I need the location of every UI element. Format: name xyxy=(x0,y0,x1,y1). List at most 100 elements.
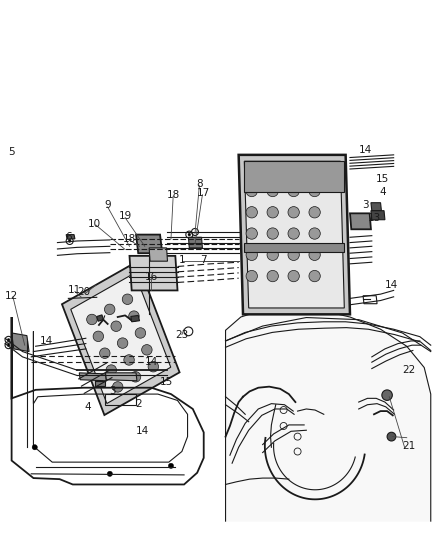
Circle shape xyxy=(267,207,279,218)
Circle shape xyxy=(129,311,139,321)
Polygon shape xyxy=(239,155,350,314)
Polygon shape xyxy=(12,333,29,352)
Polygon shape xyxy=(71,273,171,403)
Polygon shape xyxy=(95,381,106,386)
Circle shape xyxy=(246,207,258,218)
Circle shape xyxy=(99,348,110,358)
Text: 2: 2 xyxy=(135,399,141,409)
Polygon shape xyxy=(350,213,371,229)
Text: 22: 22 xyxy=(402,365,416,375)
Text: 14: 14 xyxy=(40,336,53,346)
Text: 20: 20 xyxy=(77,287,90,297)
Text: 13: 13 xyxy=(367,213,381,223)
Text: 12: 12 xyxy=(5,290,18,301)
Circle shape xyxy=(267,249,279,261)
Polygon shape xyxy=(106,373,137,381)
Circle shape xyxy=(267,185,279,197)
Circle shape xyxy=(267,270,279,282)
Circle shape xyxy=(148,361,159,372)
Circle shape xyxy=(267,228,279,239)
Polygon shape xyxy=(130,256,177,290)
Circle shape xyxy=(93,331,103,342)
Polygon shape xyxy=(371,203,381,211)
Polygon shape xyxy=(97,315,103,321)
Polygon shape xyxy=(66,235,75,239)
Circle shape xyxy=(111,321,121,332)
Text: 21: 21 xyxy=(402,441,416,451)
Polygon shape xyxy=(244,243,344,252)
Text: 18: 18 xyxy=(123,234,136,244)
Text: 6: 6 xyxy=(65,232,72,243)
Text: 5: 5 xyxy=(8,147,15,157)
Circle shape xyxy=(309,270,320,282)
Text: 4: 4 xyxy=(379,187,386,197)
Text: 11: 11 xyxy=(68,286,81,295)
Text: 14: 14 xyxy=(136,426,149,437)
Circle shape xyxy=(288,207,299,218)
Circle shape xyxy=(7,344,10,346)
Circle shape xyxy=(87,314,97,325)
Circle shape xyxy=(106,365,117,375)
Circle shape xyxy=(309,228,320,239)
Circle shape xyxy=(188,233,191,236)
Text: 14: 14 xyxy=(385,280,398,290)
Polygon shape xyxy=(244,161,344,192)
Text: 17: 17 xyxy=(197,188,210,198)
Text: 8: 8 xyxy=(196,179,203,189)
Circle shape xyxy=(32,445,37,450)
Polygon shape xyxy=(188,237,202,248)
Text: 9: 9 xyxy=(104,200,111,211)
Text: 1: 1 xyxy=(179,255,185,265)
Text: 18: 18 xyxy=(166,190,180,200)
Text: 16: 16 xyxy=(145,272,158,282)
Text: 14: 14 xyxy=(145,357,158,367)
Polygon shape xyxy=(62,262,180,415)
Circle shape xyxy=(117,338,128,349)
Circle shape xyxy=(68,240,71,243)
Text: 23: 23 xyxy=(175,329,188,340)
Polygon shape xyxy=(131,316,140,322)
Text: 14: 14 xyxy=(359,144,372,155)
Circle shape xyxy=(382,390,392,400)
Polygon shape xyxy=(244,161,344,308)
Circle shape xyxy=(130,372,141,382)
Circle shape xyxy=(246,249,258,261)
Circle shape xyxy=(246,185,258,197)
Circle shape xyxy=(267,164,279,175)
Circle shape xyxy=(246,270,258,282)
Circle shape xyxy=(7,338,10,341)
Circle shape xyxy=(288,185,299,197)
Text: 15: 15 xyxy=(160,377,173,387)
Text: 4: 4 xyxy=(85,402,92,413)
Circle shape xyxy=(124,354,134,365)
Circle shape xyxy=(288,270,299,282)
Circle shape xyxy=(141,345,152,355)
Circle shape xyxy=(288,228,299,239)
Circle shape xyxy=(288,164,299,175)
Circle shape xyxy=(135,328,146,338)
Text: 19: 19 xyxy=(119,211,132,221)
Polygon shape xyxy=(136,235,162,253)
Polygon shape xyxy=(371,211,385,220)
Circle shape xyxy=(309,164,320,175)
Circle shape xyxy=(246,164,258,175)
Circle shape xyxy=(122,294,133,304)
Circle shape xyxy=(309,207,320,218)
Text: 7: 7 xyxy=(201,255,207,265)
Text: 3: 3 xyxy=(109,386,115,397)
Circle shape xyxy=(107,471,113,477)
Text: 3: 3 xyxy=(362,200,369,211)
Circle shape xyxy=(168,463,173,469)
Circle shape xyxy=(387,432,396,441)
Circle shape xyxy=(246,228,258,239)
Polygon shape xyxy=(226,308,431,522)
Text: 10: 10 xyxy=(88,219,101,229)
Circle shape xyxy=(104,304,115,314)
Text: 15: 15 xyxy=(376,174,389,184)
Circle shape xyxy=(113,382,123,392)
Polygon shape xyxy=(149,248,167,261)
Circle shape xyxy=(309,249,320,261)
Circle shape xyxy=(288,249,299,261)
Polygon shape xyxy=(79,373,106,381)
Circle shape xyxy=(309,185,320,197)
